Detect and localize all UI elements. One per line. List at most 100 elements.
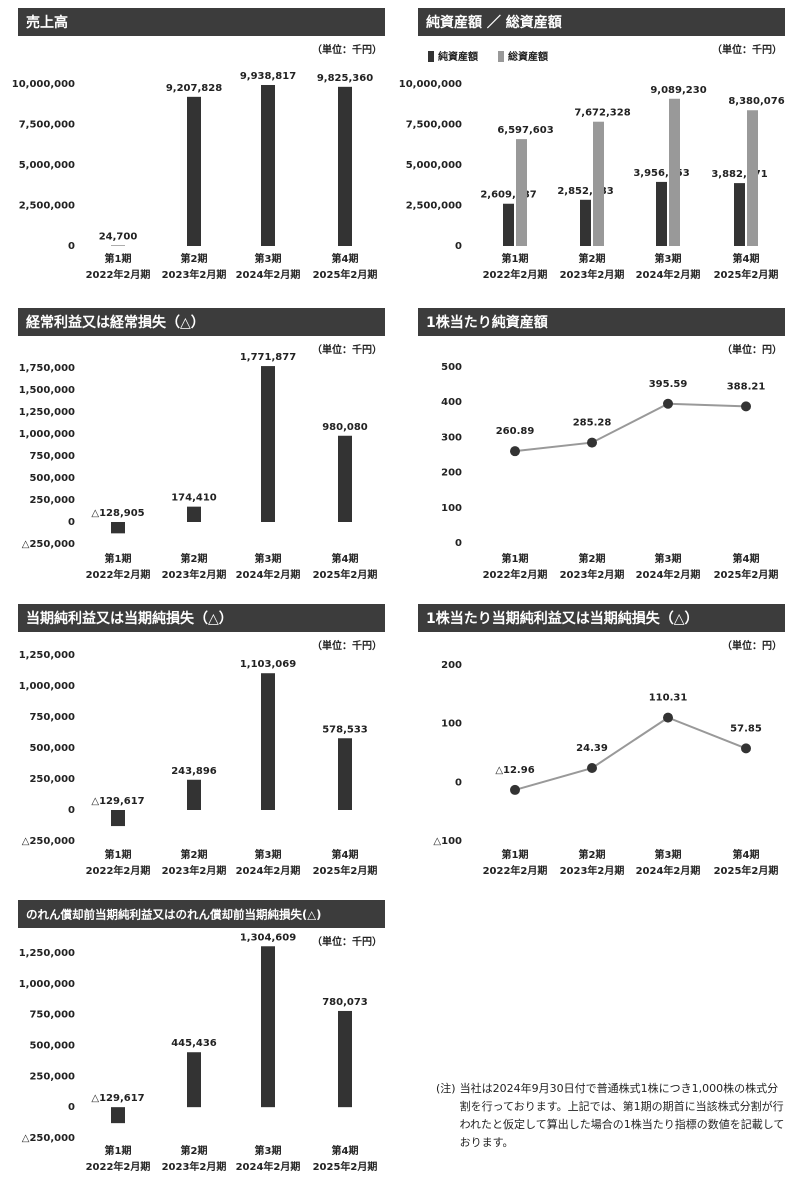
x-tick-label: 第3期 xyxy=(655,552,682,565)
value-label: 9,089,230 xyxy=(650,85,706,96)
chart-title: のれん償却前当期純利益又はのれん償却前当期純損失(△) xyxy=(26,908,321,922)
y-tick-label: 500 xyxy=(441,362,462,373)
bar xyxy=(580,199,591,246)
y-tick-label: △250,000 xyxy=(22,836,75,847)
bar xyxy=(338,435,352,522)
bar xyxy=(111,1107,125,1124)
x-tick-label: 第4期 xyxy=(733,552,760,565)
value-label: 395.59 xyxy=(649,379,688,390)
marker xyxy=(510,784,520,795)
x-tick-label: 第3期 xyxy=(655,848,682,861)
bar xyxy=(338,738,352,810)
x-tick-label: 第1期 xyxy=(105,252,132,265)
bar xyxy=(503,203,514,246)
x-tick-label: 第2期 xyxy=(181,252,208,265)
x-tick-label: 第3期 xyxy=(655,252,682,265)
x-tick-sublabel: 2022年2月期 xyxy=(483,268,548,281)
legend-label: 総資産額 xyxy=(508,50,548,63)
value-label: 388.21 xyxy=(727,381,766,392)
y-tick-label: △250,000 xyxy=(22,1133,75,1144)
value-label: 9,825,360 xyxy=(317,73,373,84)
x-tick-sublabel: 2025年2月期 xyxy=(313,268,378,281)
x-tick-label: 第1期 xyxy=(502,552,529,565)
value-label: △12.96 xyxy=(495,765,534,776)
unit-label: （単位：円） xyxy=(722,639,782,652)
x-tick-sublabel: 2023年2月期 xyxy=(560,568,625,581)
unit-label: （単位：円） xyxy=(722,343,782,356)
chart-title: 1株当たり純資産額 xyxy=(426,314,548,331)
bar xyxy=(187,96,201,246)
bar xyxy=(593,121,604,246)
y-tick-label: 1,250,000 xyxy=(19,407,75,418)
x-tick-label: 第2期 xyxy=(579,552,606,565)
legend-label: 純資産額 xyxy=(438,50,478,63)
x-tick-label: 第1期 xyxy=(105,1144,132,1157)
marker xyxy=(741,401,751,412)
x-tick-sublabel: 2025年2月期 xyxy=(313,1160,378,1173)
value-label: 9,207,828 xyxy=(166,83,222,94)
value-label: 2,852,983 xyxy=(557,186,613,197)
title-bar xyxy=(18,308,385,336)
y-tick-label: 0 xyxy=(455,241,462,252)
x-tick-label: 第4期 xyxy=(332,1144,359,1157)
bar xyxy=(261,673,275,810)
x-tick-label: 第1期 xyxy=(502,848,529,861)
value-label: 1,103,069 xyxy=(240,659,296,670)
value-label: 578,533 xyxy=(322,724,368,735)
y-tick-label: 0 xyxy=(68,241,75,252)
x-tick-sublabel: 2024年2月期 xyxy=(636,864,701,877)
marker xyxy=(510,446,520,457)
y-tick-label: 750,000 xyxy=(29,451,75,462)
x-tick-label: 第2期 xyxy=(579,848,606,861)
x-tick-sublabel: 2024年2月期 xyxy=(636,268,701,281)
bar xyxy=(747,110,758,246)
note: (注) 当社は2024年9月30日付で普通株式1株につき1,000株の株式分割を… xyxy=(436,1080,786,1152)
value-label: 6,597,603 xyxy=(497,125,553,136)
value-label: 285.28 xyxy=(573,418,612,429)
line xyxy=(514,402,747,453)
x-tick-sublabel: 2022年2月期 xyxy=(483,568,548,581)
x-tick-label: 第4期 xyxy=(332,252,359,265)
bar xyxy=(111,522,125,534)
y-tick-label: 250,000 xyxy=(29,1071,75,1082)
value-label: 7,672,328 xyxy=(574,108,630,119)
value-label: 445,436 xyxy=(171,1038,217,1049)
x-tick-sublabel: 2022年2月期 xyxy=(86,1160,151,1173)
title-bar xyxy=(18,900,385,928)
value-label: △128,905 xyxy=(91,508,144,519)
note-label: (注) xyxy=(436,1082,456,1095)
x-tick-sublabel: 2025年2月期 xyxy=(714,268,779,281)
y-tick-label: 1,750,000 xyxy=(19,363,75,374)
y-tick-label: 0 xyxy=(455,538,462,549)
x-tick-sublabel: 2023年2月期 xyxy=(560,864,625,877)
value-label: 174,410 xyxy=(171,493,217,504)
bar xyxy=(261,84,275,246)
marker xyxy=(663,398,673,409)
x-tick-label: 第2期 xyxy=(181,848,208,861)
chart-title: 1株当たり当期純利益又は当期純損失（△） xyxy=(426,610,699,627)
bar xyxy=(669,98,680,246)
x-tick-label: 第4期 xyxy=(332,552,359,565)
y-tick-label: 750,000 xyxy=(29,712,75,723)
x-tick-label: 第3期 xyxy=(255,1144,282,1157)
y-tick-label: 0 xyxy=(455,777,462,788)
y-tick-label: 500,000 xyxy=(29,1041,75,1052)
unit-label: （単位：千円） xyxy=(712,43,782,56)
bar xyxy=(111,810,125,827)
value-label: △129,617 xyxy=(91,1093,144,1104)
y-tick-label: 1,250,000 xyxy=(19,650,75,661)
chart-title: 純資産額 ／ 総資産額 xyxy=(426,14,562,31)
legend-swatch xyxy=(428,51,434,62)
x-tick-sublabel: 2023年2月期 xyxy=(560,268,625,281)
value-label: 3,956,053 xyxy=(633,168,689,179)
marker xyxy=(663,712,673,723)
bar xyxy=(338,86,352,247)
x-tick-label: 第2期 xyxy=(181,552,208,565)
bar xyxy=(187,506,201,522)
bar xyxy=(516,139,527,246)
y-tick-label: 100 xyxy=(441,503,462,514)
x-tick-label: 第2期 xyxy=(181,1144,208,1157)
x-tick-sublabel: 2023年2月期 xyxy=(162,568,227,581)
value-label: 1,304,609 xyxy=(240,932,296,943)
